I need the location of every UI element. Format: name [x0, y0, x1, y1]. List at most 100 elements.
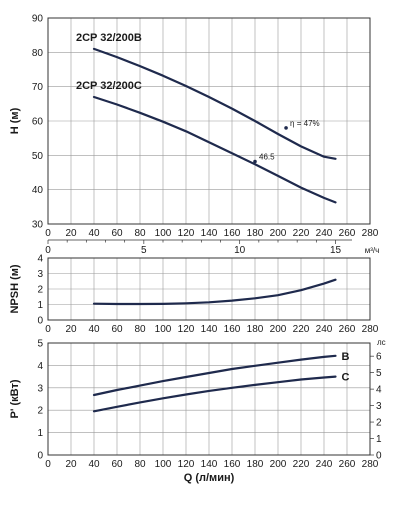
power-ytick-label: 5 [37, 339, 43, 350]
secondary-y-tick-label: 3 [376, 401, 382, 412]
power-ytick-label: 2 [37, 406, 43, 417]
head-xtick-label: 240 [316, 228, 333, 239]
power-xtick-label: 160 [224, 459, 241, 470]
efficiency-marker [284, 126, 288, 130]
head-y-axis-label: H (м) [9, 107, 21, 134]
power-x-axis-label: Q (л/мин) [184, 472, 235, 484]
secondary-x-unit: м³/ч [365, 246, 380, 255]
npsh-frame [47, 257, 371, 321]
power-xtick-label: 140 [201, 459, 218, 470]
npsh-xtick-label: 60 [111, 324, 123, 335]
head-xtick-label: 80 [134, 228, 146, 239]
head-xtick-label: 200 [270, 228, 287, 239]
head-xtick-label: 60 [111, 228, 123, 239]
head-xtick-label: 40 [88, 228, 100, 239]
head-xtick-label: 0 [45, 228, 51, 239]
npsh-xtick-label: 220 [293, 324, 310, 335]
series-label: B [342, 351, 350, 363]
secondary-y-tick-label: 6 [376, 352, 382, 363]
npsh-xtick-label: 100 [155, 324, 172, 335]
power-xtick-label: 40 [88, 459, 100, 470]
npsh-ytick-label: 4 [37, 254, 43, 265]
secondary-x-tick-label: 0 [45, 245, 51, 256]
head-xtick-label: 100 [155, 228, 172, 239]
npsh-xtick-label: 240 [316, 324, 333, 335]
efficiency-annotation: η = 47% [290, 119, 320, 128]
power-xtick-label: 0 [45, 459, 51, 470]
head-xtick-label: 120 [178, 228, 195, 239]
npsh-ytick-label: 2 [37, 285, 43, 296]
head-xtick-label: 260 [339, 228, 356, 239]
npsh-xtick-label: 160 [224, 324, 241, 335]
npsh-xtick-label: 180 [247, 324, 264, 335]
power-series-line-0 [92, 354, 337, 397]
head-xtick-label: 140 [201, 228, 218, 239]
efficiency-annotation: 46.5 [259, 153, 275, 162]
series-label: C [342, 372, 350, 384]
head-ytick-label: 60 [32, 117, 44, 128]
power-ytick-label: 0 [37, 451, 43, 462]
npsh-ytick-label: 1 [37, 300, 43, 311]
head-xtick-label: 280 [362, 228, 379, 239]
efficiency-marker [253, 159, 257, 164]
power-xtick-label: 100 [155, 459, 172, 470]
power-ytick-label: 3 [37, 383, 43, 394]
npsh-xtick-label: 120 [178, 324, 195, 335]
secondary-y-unit: лс [377, 338, 386, 347]
power-xtick-label: 60 [111, 459, 123, 470]
head-ytick-label: 30 [32, 220, 44, 231]
head-ytick-label: 80 [32, 48, 44, 59]
power-xtick-label: 180 [247, 459, 264, 470]
secondary-y-tick-label: 5 [376, 368, 382, 379]
npsh-xtick-label: 20 [65, 324, 77, 335]
secondary-x-tick-label: 15 [330, 245, 342, 256]
npsh-series-line-0 [92, 278, 337, 306]
secondary-x-tick-label: 5 [141, 245, 147, 256]
head-xtick-label: 220 [293, 228, 310, 239]
secondary-y-tick-label: 0 [376, 451, 382, 462]
power-xtick-label: 80 [134, 459, 146, 470]
series-label: 2CP 32/200C [76, 80, 142, 92]
head-ytick-label: 40 [32, 185, 44, 196]
head-xtick-label: 180 [247, 228, 264, 239]
power-series-line-1 [92, 375, 337, 413]
power-xtick-label: 120 [178, 459, 195, 470]
npsh-xtick-label: 200 [270, 324, 287, 335]
npsh-y-axis-label: NPSH (м) [9, 264, 21, 313]
secondary-y-tick-label: 1 [376, 434, 382, 445]
power-xtick-label: 20 [65, 459, 77, 470]
npsh-xtick-label: 0 [45, 324, 51, 335]
head-series-line-1 [92, 95, 337, 204]
power-xtick-label: 260 [339, 459, 356, 470]
series-label: 2CP 32/200B [76, 32, 142, 44]
npsh-ytick-label: 3 [37, 269, 43, 280]
head-xtick-label: 160 [224, 228, 241, 239]
power-xtick-label: 220 [293, 459, 310, 470]
npsh-xtick-label: 280 [362, 324, 379, 335]
power-xtick-label: 240 [316, 459, 333, 470]
secondary-x-tick-label: 10 [234, 245, 246, 256]
npsh-xtick-label: 260 [339, 324, 356, 335]
power-xtick-label: 280 [362, 459, 379, 470]
secondary-y-tick-label: 2 [376, 418, 382, 429]
head-series-line-0 [92, 47, 337, 160]
power-ytick-label: 1 [37, 428, 43, 439]
npsh-xtick-label: 40 [88, 324, 100, 335]
secondary-y-tick-label: 4 [376, 385, 382, 396]
power-y-axis-label: P' (кВт) [9, 379, 21, 418]
head-ytick-label: 90 [32, 14, 44, 25]
head-xtick-label: 20 [65, 228, 77, 239]
head-frame [47, 17, 371, 225]
head-ytick-label: 70 [32, 82, 44, 93]
npsh-xtick-label: 80 [134, 324, 146, 335]
power-ytick-label: 4 [37, 361, 43, 372]
npsh-ytick-label: 0 [37, 316, 43, 327]
npsh-xtick-label: 140 [201, 324, 218, 335]
power-xtick-label: 200 [270, 459, 287, 470]
head-ytick-label: 50 [32, 151, 44, 162]
power-frame [47, 342, 371, 456]
